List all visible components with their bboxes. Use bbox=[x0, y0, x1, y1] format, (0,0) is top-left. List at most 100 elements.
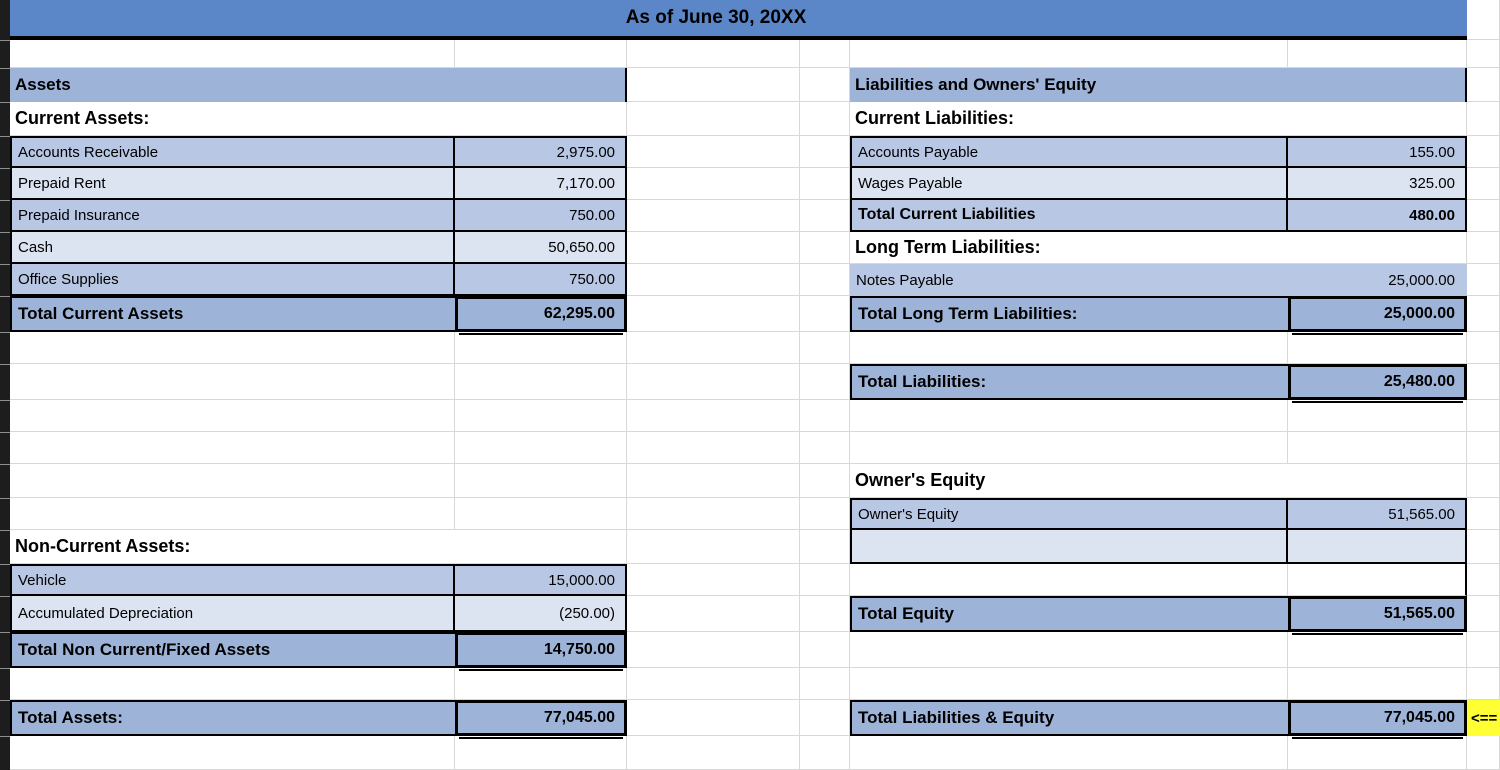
cell-total-current-liabilities-label[interactable]: Total Current Liabilities bbox=[850, 200, 1288, 232]
empty-cell bbox=[627, 400, 800, 432]
empty-cell bbox=[1467, 498, 1500, 530]
cell-total-long-term-liabilities-label[interactable]: Total Long Term Liabilities: bbox=[850, 296, 1288, 332]
row-header-strip bbox=[0, 0, 10, 40]
empty-cell bbox=[850, 432, 1288, 464]
non-current-assets-header[interactable]: Non-Current Assets: bbox=[10, 530, 455, 564]
row-header-strip bbox=[0, 264, 10, 296]
empty-cell bbox=[850, 668, 1288, 700]
empty-cell bbox=[627, 296, 800, 332]
empty-cell bbox=[1288, 400, 1467, 432]
cell-owners-equity-label[interactable]: Owner's Equity bbox=[850, 498, 1288, 530]
cell-total-equity-label[interactable]: Total Equity bbox=[850, 596, 1288, 632]
assets-section-header[interactable]: Assets bbox=[10, 68, 627, 102]
empty-cell bbox=[10, 736, 455, 770]
cell-wages-payable-value[interactable]: 325.00 bbox=[1288, 168, 1467, 200]
empty-cell bbox=[10, 432, 455, 464]
empty-cell bbox=[10, 498, 455, 530]
empty-cell bbox=[455, 40, 627, 68]
empty-cell bbox=[627, 364, 800, 400]
empty-cell bbox=[850, 632, 1288, 668]
cell-accumulated-depreciation-value[interactable]: (250.00) bbox=[455, 596, 627, 632]
cell-total-assets-value[interactable]: 77,045.00 bbox=[455, 700, 627, 739]
cell-total-long-term-liabilities-value[interactable]: 25,000.00 bbox=[1288, 296, 1467, 335]
cell-prepaid-insurance-label[interactable]: Prepaid Insurance bbox=[10, 200, 455, 232]
empty-cell bbox=[627, 700, 800, 736]
empty-cell bbox=[800, 400, 850, 432]
cell-total-equity-value[interactable]: 51,565.00 bbox=[1288, 596, 1467, 635]
empty-cell bbox=[627, 332, 800, 364]
cell-total-noncurrent-label[interactable]: Total Non Current/Fixed Assets bbox=[10, 632, 455, 668]
current-assets-header[interactable]: Current Assets: bbox=[10, 102, 455, 136]
empty-cell bbox=[627, 102, 800, 136]
empty-equity-cell[interactable] bbox=[850, 530, 1288, 564]
empty-cell bbox=[1467, 596, 1500, 632]
empty-cell bbox=[1467, 168, 1500, 200]
cell-prepaid-rent-label[interactable]: Prepaid Rent bbox=[10, 168, 455, 200]
cell-total-assets-label[interactable]: Total Assets: bbox=[10, 700, 455, 736]
empty-cell bbox=[800, 736, 850, 770]
long-term-liabilities-header[interactable]: Long Term Liabilities: bbox=[850, 232, 1288, 264]
empty-cell bbox=[627, 200, 800, 232]
cell-notes-payable-row[interactable]: Notes Payable 25,000.00 bbox=[850, 264, 1467, 296]
empty-cell bbox=[800, 102, 850, 136]
cell-total-liabilities-value[interactable]: 25,480.00 bbox=[1288, 364, 1467, 403]
cell-prepaid-rent-value[interactable]: 7,170.00 bbox=[455, 168, 627, 200]
cell-wages-payable-label[interactable]: Wages Payable bbox=[850, 168, 1288, 200]
empty-cell bbox=[1467, 296, 1500, 332]
cell-total-current-assets-label[interactable]: Total Current Assets bbox=[10, 296, 455, 332]
empty-cell bbox=[1288, 332, 1467, 364]
empty-cell bbox=[627, 596, 800, 632]
cell-vehicle-value[interactable]: 15,000.00 bbox=[455, 564, 627, 596]
empty-cell bbox=[1288, 464, 1467, 498]
cell-prepaid-insurance-value[interactable]: 750.00 bbox=[455, 200, 627, 232]
empty-cell bbox=[800, 530, 850, 564]
empty-cell bbox=[850, 400, 1288, 432]
empty-cell bbox=[800, 168, 850, 200]
owners-equity-header[interactable]: Owner's Equity bbox=[850, 464, 1288, 498]
empty-cell bbox=[800, 232, 850, 264]
cell-accounts-payable-value[interactable]: 155.00 bbox=[1288, 136, 1467, 168]
cell-accounts-receivable-value[interactable]: 2,975.00 bbox=[455, 136, 627, 168]
empty-cell bbox=[850, 564, 1288, 596]
empty-cell bbox=[627, 136, 800, 168]
empty-cell bbox=[627, 40, 800, 68]
cell-accounts-receivable-label[interactable]: Accounts Receivable bbox=[10, 136, 455, 168]
cell-total-liab-equity-label[interactable]: Total Liabilities & Equity bbox=[850, 700, 1288, 736]
empty-cell bbox=[1288, 668, 1467, 700]
cell-accumulated-depreciation-label[interactable]: Accumulated Depreciation bbox=[10, 596, 455, 632]
empty-cell bbox=[800, 40, 850, 68]
cell-total-current-liabilities-value[interactable]: 480.00 bbox=[1288, 200, 1467, 232]
cell-cash-value[interactable]: 50,650.00 bbox=[455, 232, 627, 264]
cell-vehicle-label[interactable]: Vehicle bbox=[10, 564, 455, 596]
empty-cell bbox=[455, 364, 627, 400]
empty-cell bbox=[627, 668, 800, 700]
empty-cell bbox=[455, 498, 627, 530]
cell-accounts-payable-label[interactable]: Accounts Payable bbox=[850, 136, 1288, 168]
cell-cash-label[interactable]: Cash bbox=[10, 232, 455, 264]
empty-cell bbox=[455, 400, 627, 432]
empty-cell bbox=[10, 668, 455, 700]
cell-total-liabilities-label[interactable]: Total Liabilities: bbox=[850, 364, 1288, 400]
empty-cell bbox=[850, 736, 1288, 770]
current-liabilities-header[interactable]: Current Liabilities: bbox=[850, 102, 1288, 136]
cell-total-liab-equity-value[interactable]: 77,045.00 bbox=[1288, 700, 1467, 739]
cell-office-supplies-label[interactable]: Office Supplies bbox=[10, 264, 455, 296]
empty-cell bbox=[1467, 332, 1500, 364]
cell-total-noncurrent-value[interactable]: 14,750.00 bbox=[455, 632, 627, 671]
empty-cell bbox=[627, 68, 800, 102]
cell-total-current-assets-value[interactable]: 62,295.00 bbox=[455, 296, 627, 335]
empty-cell bbox=[1288, 102, 1467, 136]
empty-equity-cell[interactable] bbox=[1288, 530, 1467, 564]
empty-cell bbox=[627, 632, 800, 668]
empty-cell bbox=[455, 332, 627, 364]
empty-cell bbox=[627, 168, 800, 200]
title-date-cell[interactable]: As of June 30, 20XX bbox=[10, 0, 1467, 40]
liabilities-section-header[interactable]: Liabilities and Owners' Equity bbox=[850, 68, 1467, 102]
empty-cell bbox=[455, 102, 627, 136]
row-header-strip bbox=[0, 632, 10, 668]
highlight-arrow-cell[interactable]: <== bbox=[1467, 700, 1500, 736]
cell-owners-equity-value[interactable]: 51,565.00 bbox=[1288, 498, 1467, 530]
cell-office-supplies-value[interactable]: 750.00 bbox=[455, 264, 627, 296]
empty-cell bbox=[800, 432, 850, 464]
empty-cell bbox=[800, 332, 850, 364]
